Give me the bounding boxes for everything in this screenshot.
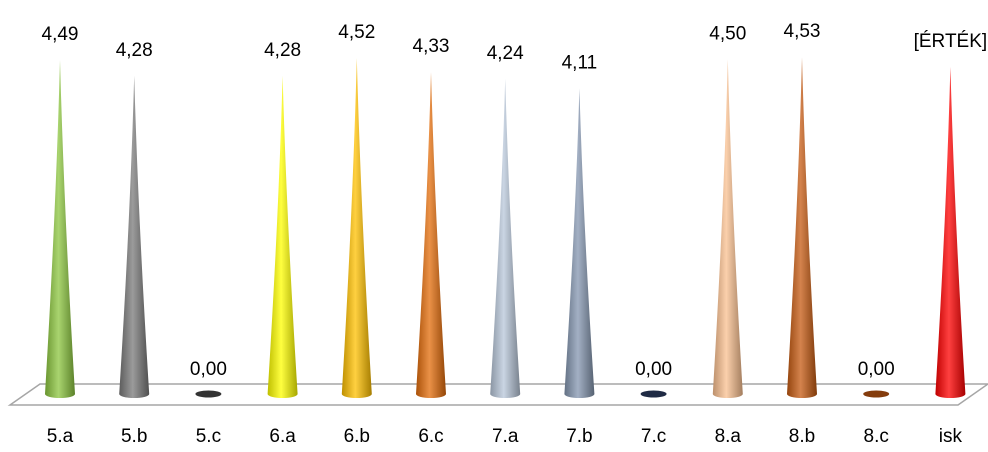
category-label-7a: 7.a [492, 426, 519, 447]
category-label-6b: 6.b [344, 426, 370, 447]
category-label-8b: 8.b [789, 426, 815, 447]
data-label-7a: 4,24 [487, 43, 524, 64]
data-label-8c: 0,00 [858, 359, 895, 380]
data-label-isk: [ÉRTÉK] [914, 31, 988, 52]
category-label-5c: 5.c [196, 426, 221, 447]
data-label-6c: 4,33 [413, 36, 450, 57]
cone-isk [935, 66, 966, 398]
data-labels: 4,49 4,28 0,00 4,28 4,52 4,33 4,24 4,11 0,00 4,50… [42, 21, 988, 380]
cone-6a [267, 75, 298, 398]
category-label-7c: 7.c [641, 426, 666, 447]
cone-8a [712, 59, 743, 398]
cone-5a [45, 60, 75, 399]
data-label-8a: 4,50 [709, 23, 746, 44]
cone-6c [416, 72, 446, 398]
cone-7b [564, 88, 595, 399]
cone-5b [119, 75, 150, 398]
category-label-6a: 6.a [269, 426, 296, 447]
data-label-7c: 0,00 [635, 359, 672, 380]
data-label-6a: 4,28 [264, 40, 301, 61]
cone-8b [787, 57, 817, 399]
chart-cones [45, 57, 966, 399]
cone-6b [341, 57, 372, 399]
data-label-5c: 0,00 [190, 359, 227, 380]
cone-7a [490, 78, 521, 398]
data-label-5a: 4,49 [42, 24, 79, 45]
cone-5c [195, 390, 222, 398]
data-label-8b: 4,53 [784, 21, 821, 42]
category-label-7b: 7.b [566, 426, 592, 447]
data-label-7b: 4,11 [562, 52, 598, 73]
category-label-6c: 6.c [418, 426, 443, 447]
cone-8c [863, 390, 890, 398]
category-axis-labels: 5.a 5.b 5.c 6.a 6.b 6.c 7.a 7.b 7.c 8.a 8.b 8.c isk [47, 426, 963, 447]
data-label-5b: 4,28 [116, 40, 153, 61]
category-label-8a: 8.a [715, 426, 742, 447]
cone-7c [640, 390, 667, 398]
category-label-5b: 5.b [121, 426, 147, 447]
category-label-5a: 5.a [47, 426, 74, 447]
category-label-8c: 8.c [864, 426, 889, 447]
data-label-6b: 4,52 [338, 22, 375, 43]
category-label-isk: isk [939, 426, 963, 447]
